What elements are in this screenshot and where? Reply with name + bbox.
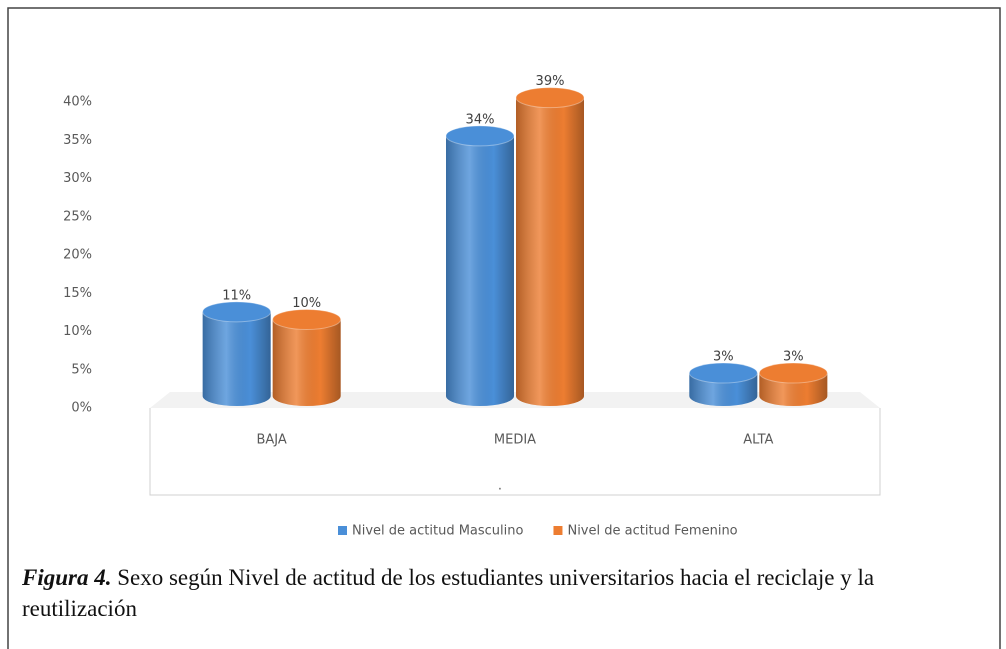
bar-top <box>515 87 585 109</box>
frame <box>7 7 1001 649</box>
x-tick-label: BAJA <box>257 433 287 448</box>
y-tick-label: 5% <box>71 362 92 377</box>
value-label: 3% <box>783 350 804 365</box>
bar-top <box>758 362 828 384</box>
y-tick-label: 30% <box>63 171 92 186</box>
bar-top <box>272 309 342 330</box>
y-tick-label: 20% <box>63 248 92 263</box>
x-tick-label: MEDIA <box>494 433 536 448</box>
bar-top <box>202 301 272 323</box>
y-tick-label: 35% <box>63 133 92 148</box>
legend-swatch <box>553 526 563 535</box>
value-label: 39% <box>536 74 565 89</box>
legend-label: Nivel de actitud Masculino <box>352 524 524 539</box>
bar-shade <box>272 319 341 407</box>
x-tick-label: ALTA <box>743 433 773 448</box>
value-label: 11% <box>222 288 251 303</box>
bar-top <box>445 125 515 147</box>
value-label: 34% <box>466 112 495 127</box>
value-label: 3% <box>713 350 734 365</box>
bar-shade <box>202 311 271 406</box>
y-tick-label: 25% <box>63 209 92 224</box>
dot: . <box>498 479 502 494</box>
y-tick-label: 10% <box>63 324 92 339</box>
plot-floor-box <box>149 408 881 496</box>
y-tick-label: 40% <box>63 95 92 110</box>
caption: Figura 4. Sexo según Nivel de actitud de… <box>22 562 982 624</box>
y-tick-label: 0% <box>71 401 92 416</box>
legend-swatch <box>338 526 347 535</box>
bar-shade <box>446 135 514 406</box>
bar-top <box>688 362 758 384</box>
caption-label: Figura 4. <box>22 565 112 590</box>
caption-text: Sexo según Nivel de actitud de los estud… <box>22 565 875 621</box>
y-tick-label: 15% <box>63 286 92 301</box>
value-label: 10% <box>292 296 321 311</box>
bar-shade <box>516 97 584 406</box>
legend-label: Nivel de actitud Femenino <box>567 524 737 539</box>
